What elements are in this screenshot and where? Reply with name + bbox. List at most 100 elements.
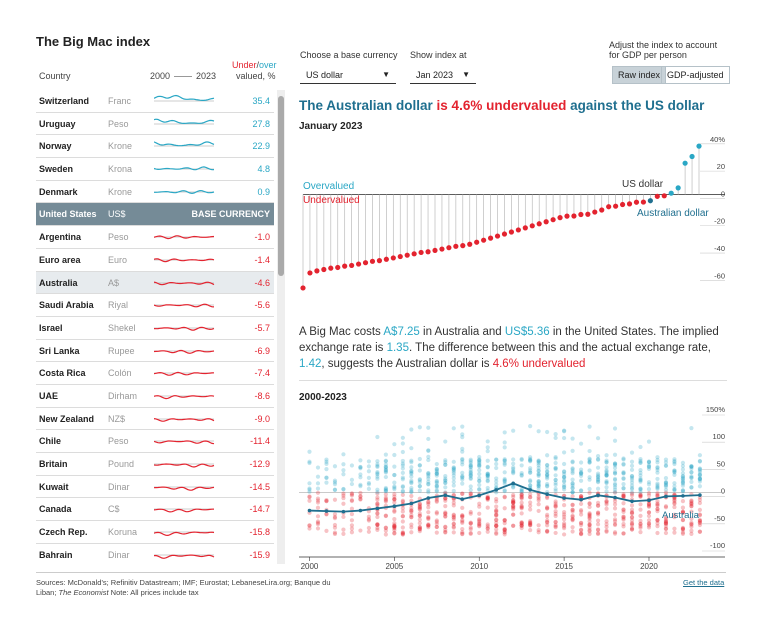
table-row[interactable]: Norway Krone 22.9 <box>36 135 274 159</box>
background-point <box>332 530 338 535</box>
x-tick-label: 2005 <box>385 562 403 571</box>
table-row[interactable]: Argentina Peso -1.0 <box>36 226 274 249</box>
background-point <box>638 494 643 499</box>
sparkline <box>154 94 215 102</box>
country-name: UAE <box>39 390 59 401</box>
background-point <box>434 488 439 493</box>
background-point <box>545 512 550 517</box>
table-row[interactable]: Britain Pound -12.9 <box>36 453 274 476</box>
background-point <box>494 504 499 509</box>
background-point <box>689 463 694 469</box>
background-point <box>638 476 643 481</box>
background-point <box>485 495 490 500</box>
background-point <box>485 479 490 484</box>
background-point <box>400 477 405 482</box>
table-row[interactable]: Costa Rica Colón -7.4 <box>36 362 274 385</box>
background-point <box>646 523 652 528</box>
background-point <box>366 480 371 486</box>
background-point <box>545 489 550 495</box>
background-point <box>680 479 686 484</box>
background-point <box>646 482 652 487</box>
table-row[interactable]: Canada C$ -14.7 <box>36 498 274 522</box>
background-point <box>485 445 490 450</box>
background-point <box>629 515 635 520</box>
lollipop-point <box>661 193 667 199</box>
background-point <box>655 470 660 475</box>
table-row[interactable]: Saudi Arabia Riyal -5.6 <box>36 294 274 317</box>
background-point <box>383 499 388 504</box>
background-point <box>621 476 626 481</box>
table-row[interactable]: United States US$ BASE CURRENCY <box>36 203 274 227</box>
background-point <box>612 471 618 476</box>
background-point <box>672 492 677 497</box>
list-scrollbar[interactable] <box>277 90 285 564</box>
table-row[interactable]: Israel Shekel -5.7 <box>36 317 274 340</box>
background-point <box>315 465 321 470</box>
base-currency-select[interactable]: US dollar ▼ <box>300 66 396 84</box>
background-point <box>511 492 516 498</box>
background-point <box>680 475 686 481</box>
background-point <box>426 490 431 495</box>
table-row[interactable]: Switzerland Franc 35.4 <box>36 90 274 113</box>
table-row[interactable]: Australia A$ -4.6 <box>36 271 274 295</box>
background-point <box>468 470 473 475</box>
table-row[interactable]: Sri Lanka Rupee -6.9 <box>36 340 274 363</box>
background-point <box>417 517 422 522</box>
sparkline-path <box>154 372 215 377</box>
background-point <box>655 491 660 496</box>
background-point <box>375 497 380 502</box>
background-point <box>434 511 439 516</box>
table-row[interactable]: Denmark Krone 0.9 <box>36 181 274 204</box>
lollipop-point <box>536 221 542 227</box>
raw-index-toggle[interactable]: Raw index <box>612 66 667 84</box>
background-point <box>689 474 694 479</box>
background-point <box>595 454 601 459</box>
background-point <box>621 493 626 498</box>
background-point <box>451 512 456 517</box>
background-point <box>638 518 643 523</box>
get-data-link[interactable]: Get the data <box>683 578 725 587</box>
background-point <box>434 510 439 515</box>
table-row[interactable]: Kuwait Dinar -14.5 <box>36 476 274 499</box>
background-point <box>392 524 397 529</box>
background-point <box>434 496 439 501</box>
table-row[interactable]: Euro area Euro -1.4 <box>36 249 274 272</box>
valuation-value: -14.5 <box>249 481 270 492</box>
background-point <box>646 463 652 468</box>
background-point <box>443 439 448 444</box>
background-point <box>655 493 660 498</box>
highlight-point <box>477 493 482 498</box>
background-point <box>587 515 592 520</box>
date-select[interactable]: Jan 2023 ▼ <box>410 66 476 84</box>
background-point <box>324 475 329 480</box>
valuation-value: -14.7 <box>249 504 270 515</box>
highlight-point <box>647 498 651 503</box>
background-point <box>358 464 363 470</box>
background-point <box>629 515 635 520</box>
background-point <box>553 524 558 529</box>
scrollbar-thumb[interactable] <box>278 96 284 276</box>
background-point <box>477 471 482 477</box>
table-row[interactable]: Bahrain Dinar -15.9 <box>36 544 274 564</box>
background-point <box>646 513 652 519</box>
gdp-adjusted-toggle[interactable]: GDP-adjusted <box>661 66 730 84</box>
background-point <box>451 515 456 520</box>
table-row[interactable]: UAE Dirham -8.6 <box>36 385 274 408</box>
table-row[interactable]: Chile Peso -11.4 <box>36 430 274 453</box>
table-row[interactable]: Czech Rep. Koruna -15.8 <box>36 521 274 544</box>
background-point <box>477 518 482 523</box>
background-point <box>570 517 575 522</box>
background-point <box>604 529 609 534</box>
background-point <box>587 511 592 516</box>
background-point <box>553 525 558 530</box>
background-point <box>468 465 473 470</box>
highlight-line <box>309 482 700 513</box>
table-row[interactable]: Sweden Krona 4.8 <box>36 158 274 181</box>
background-point <box>570 477 575 482</box>
table-row[interactable]: New Zealand NZ$ -9.0 <box>36 408 274 431</box>
background-point <box>545 469 550 474</box>
background-point <box>519 492 524 497</box>
table-row[interactable]: Uruguay Peso 27.8 <box>36 113 274 136</box>
background-point <box>646 487 652 492</box>
background-point <box>528 459 533 464</box>
